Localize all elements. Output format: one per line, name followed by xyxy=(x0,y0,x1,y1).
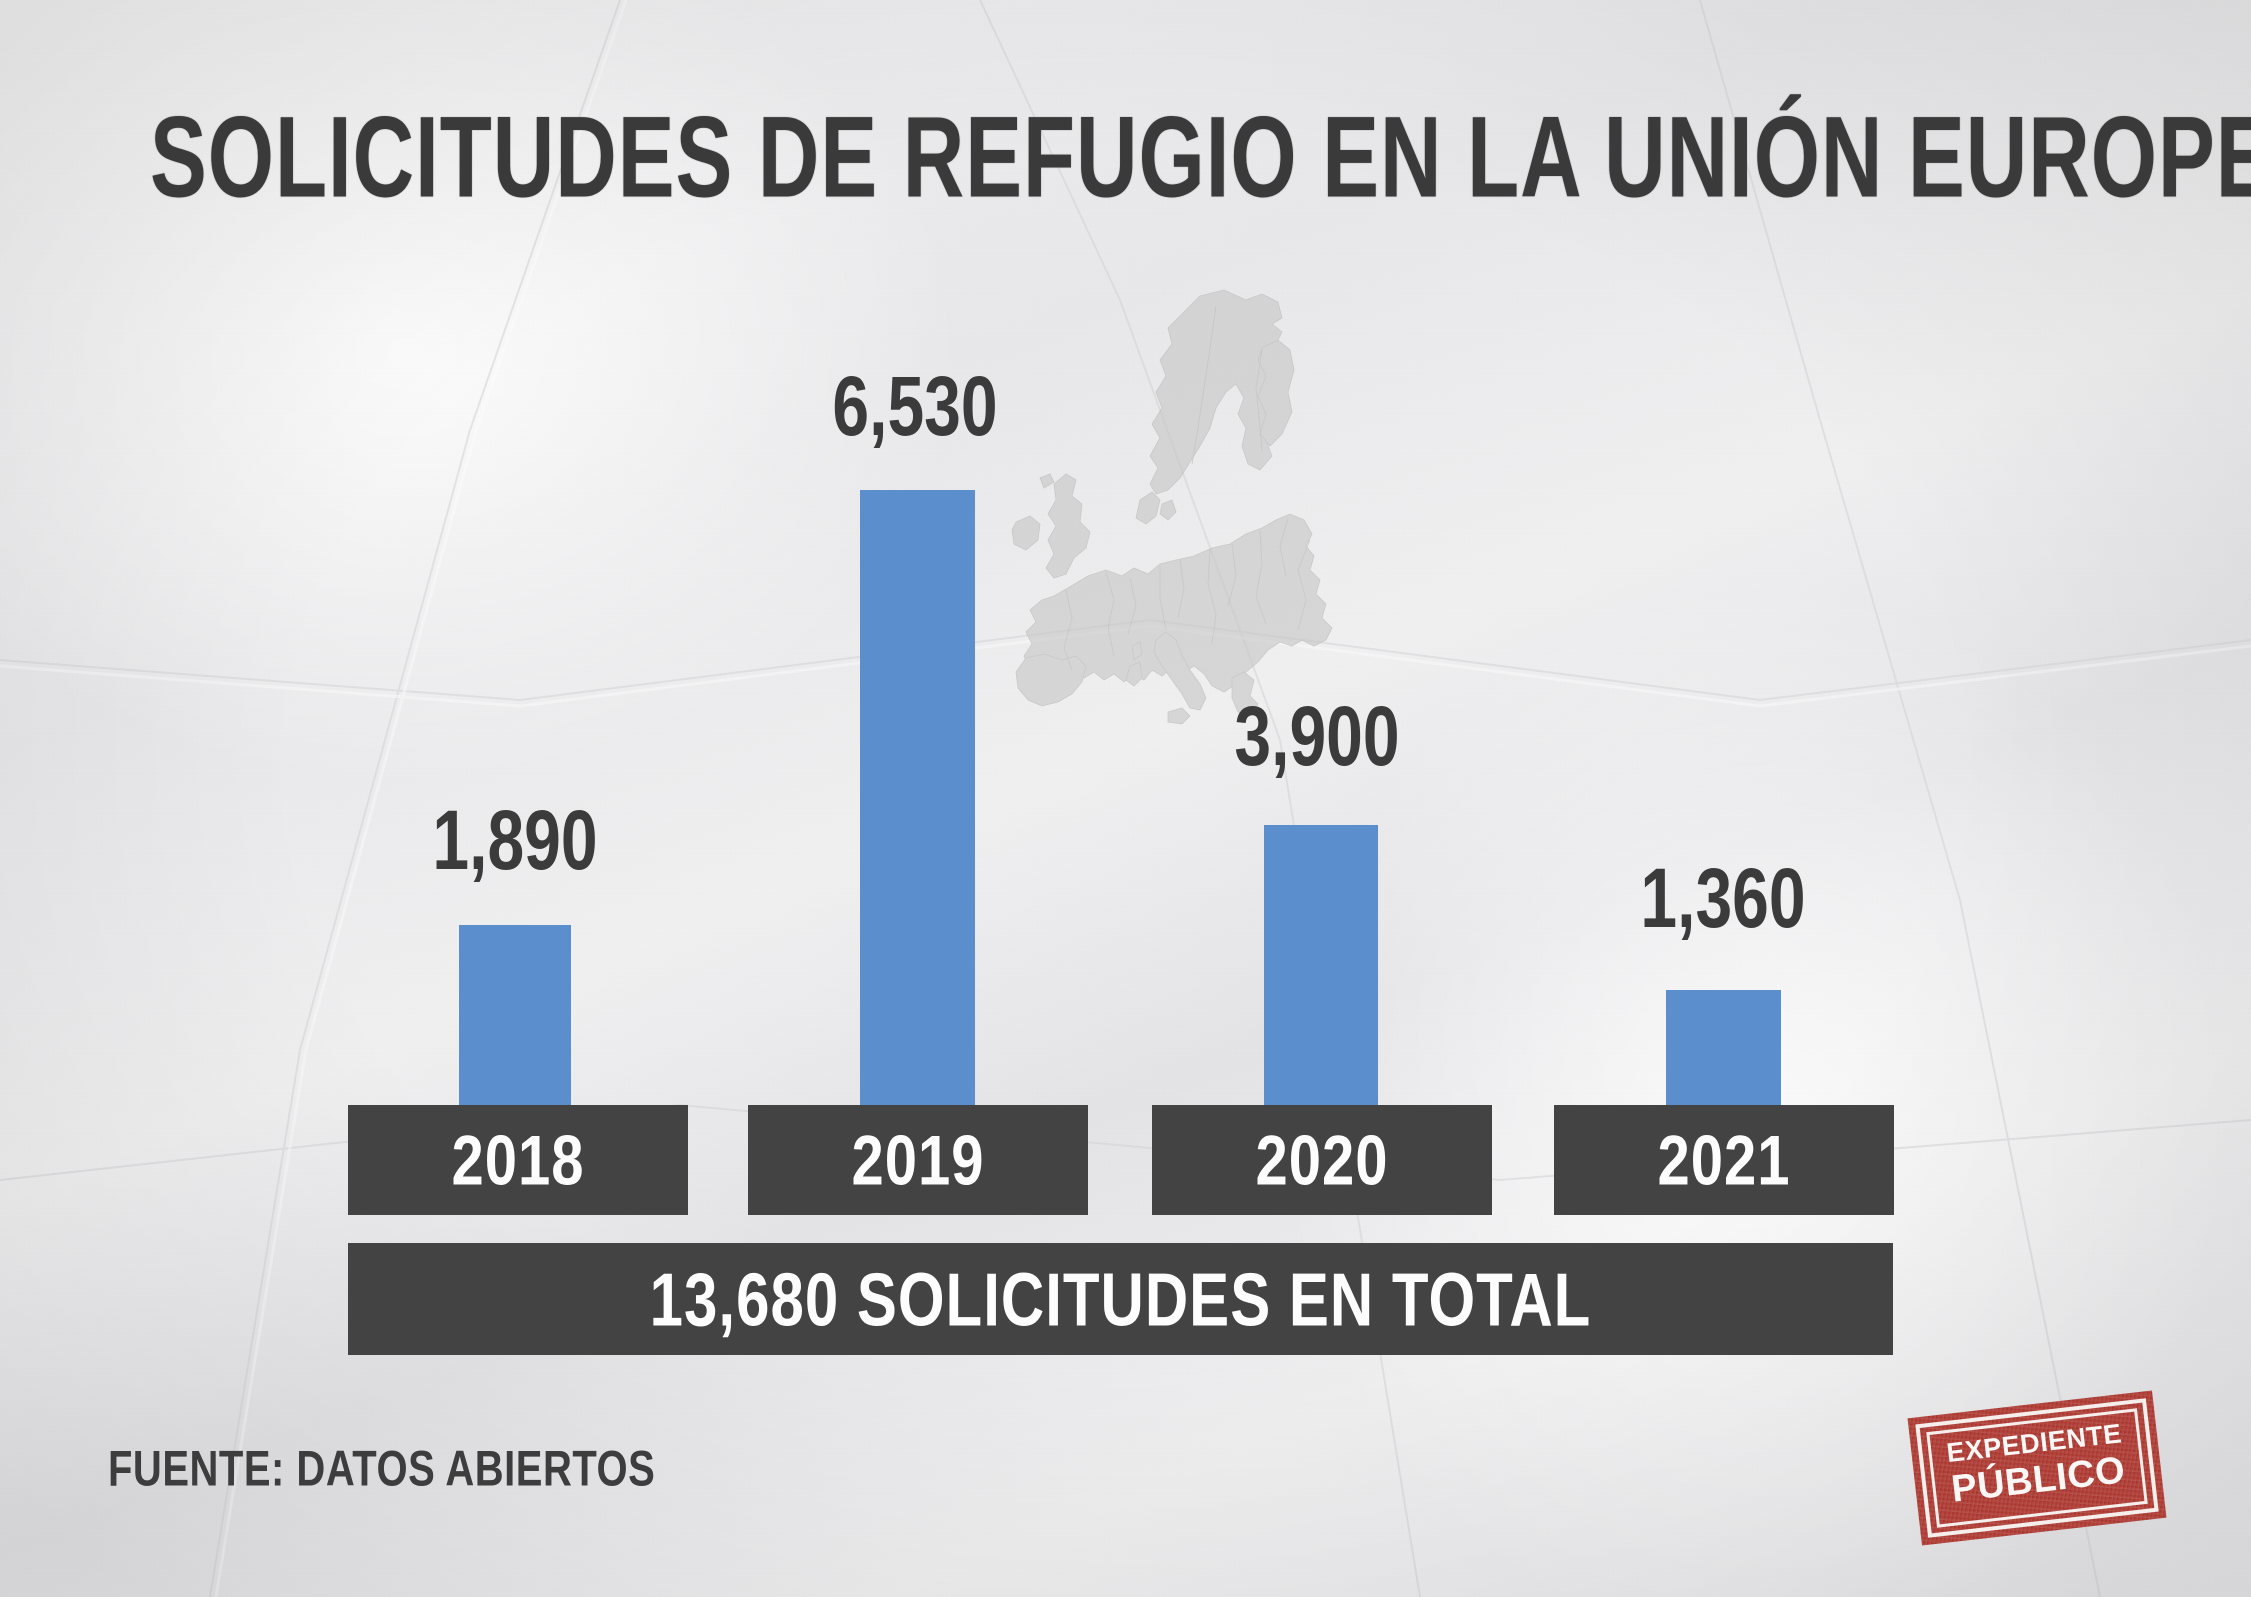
year-box-2021: 2021 xyxy=(1554,1105,1894,1215)
year-box-2020: 2020 xyxy=(1152,1105,1492,1215)
bar-2018 xyxy=(459,925,571,1105)
year-label-2019: 2019 xyxy=(851,1120,985,1200)
bar-2019 xyxy=(860,490,975,1105)
bar-2021 xyxy=(1666,990,1781,1105)
year-label-2020: 2020 xyxy=(1255,1120,1389,1200)
europe-map-icon xyxy=(1011,289,1333,725)
year-label-2021: 2021 xyxy=(1657,1120,1791,1200)
total-banner-label: 13,680 SOLICITUDES EN TOTAL xyxy=(649,1256,1592,1342)
bar-value-label-2019: 6,530 xyxy=(832,358,998,453)
bar-value-label-2018: 1,890 xyxy=(432,792,598,887)
year-box-2019: 2019 xyxy=(748,1105,1088,1215)
year-label-2018: 2018 xyxy=(451,1120,585,1200)
bar-2020 xyxy=(1264,825,1378,1105)
source-note: FUENTE: DATOS ABIERTOS xyxy=(108,1442,656,1497)
bar-value-label-2020: 3,900 xyxy=(1234,688,1400,783)
year-box-2018: 2018 xyxy=(348,1105,688,1215)
page-title: SOLICITUDES DE REFUGIO EN LA UNIÓN EUROP… xyxy=(150,93,2251,222)
bar-value-label-2021: 1,360 xyxy=(1640,850,1806,945)
total-banner: 13,680 SOLICITUDES EN TOTAL xyxy=(348,1243,1893,1355)
